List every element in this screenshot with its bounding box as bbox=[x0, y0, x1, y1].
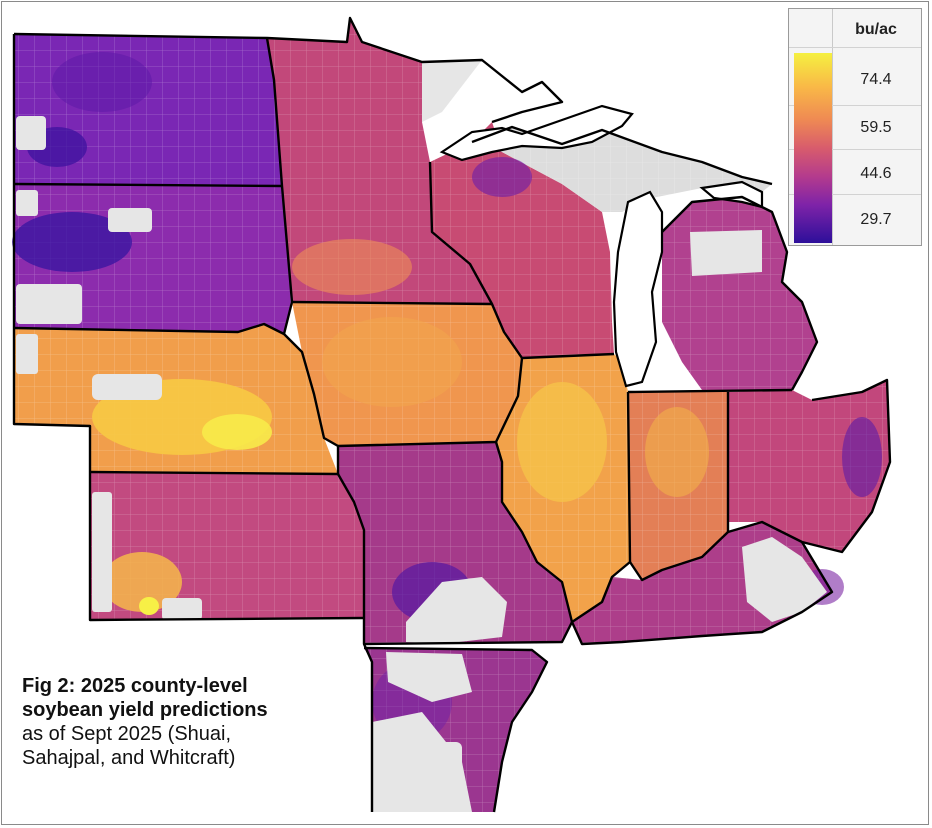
legend-tick: 59.5 bbox=[860, 119, 892, 136]
legend-tick: 74.4 bbox=[860, 71, 892, 88]
legend-colorbar bbox=[794, 53, 832, 243]
legend-rule bbox=[789, 149, 921, 150]
legend-divider bbox=[832, 9, 833, 245]
figure-caption: Fig 2: 2025 county-level soybean yield p… bbox=[22, 674, 352, 770]
great-lakes bbox=[439, 104, 764, 388]
legend-unit: bu/ac bbox=[855, 21, 897, 38]
lake-michigan bbox=[612, 190, 664, 388]
legend-rule bbox=[789, 194, 921, 195]
legend-tick: 44.6 bbox=[860, 165, 892, 182]
no-data-regions bbox=[16, 60, 827, 812]
legend-rule bbox=[789, 105, 921, 106]
caption-title-line2: soybean yield predictions bbox=[22, 699, 268, 721]
state-borders bbox=[12, 16, 892, 813]
caption-sub-line1: as of Sept 2025 (Shuai, bbox=[22, 723, 232, 745]
color-legend: bu/ac 74.4 59.5 44.6 29.7 bbox=[788, 8, 922, 246]
caption-title-line1: Fig 2: 2025 county-level bbox=[22, 675, 248, 697]
legend-rule bbox=[789, 47, 921, 48]
legend-tick: 29.7 bbox=[860, 211, 892, 228]
caption-sub-line2: Sahajpal, and Whitcraft) bbox=[22, 747, 236, 769]
